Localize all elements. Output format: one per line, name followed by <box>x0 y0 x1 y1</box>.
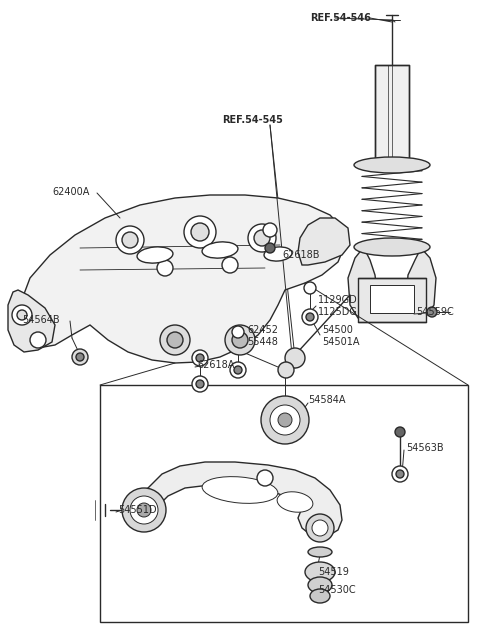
Polygon shape <box>406 248 436 322</box>
Circle shape <box>230 362 246 378</box>
Circle shape <box>72 349 88 365</box>
Circle shape <box>261 396 309 444</box>
Text: 54501A: 54501A <box>322 337 360 347</box>
Circle shape <box>427 307 437 317</box>
Polygon shape <box>375 65 409 165</box>
Text: 1125DG: 1125DG <box>318 307 358 317</box>
Text: 54500: 54500 <box>322 325 353 335</box>
Circle shape <box>122 232 138 248</box>
Ellipse shape <box>277 492 313 512</box>
Circle shape <box>130 496 158 524</box>
Text: 54530C: 54530C <box>318 585 356 595</box>
Polygon shape <box>8 290 55 352</box>
Text: 54519: 54519 <box>318 567 349 577</box>
Circle shape <box>278 413 292 427</box>
Circle shape <box>234 366 242 374</box>
Circle shape <box>225 325 255 355</box>
Circle shape <box>167 332 183 348</box>
Text: 62618A: 62618A <box>197 360 234 370</box>
Bar <box>100 385 468 622</box>
Circle shape <box>222 257 238 273</box>
Polygon shape <box>13 195 345 363</box>
Circle shape <box>17 310 27 320</box>
Circle shape <box>395 427 405 437</box>
Text: 62618B: 62618B <box>282 250 320 260</box>
Polygon shape <box>358 278 426 322</box>
Circle shape <box>192 376 208 392</box>
Circle shape <box>306 313 314 321</box>
Bar <box>370 285 414 313</box>
Text: 55448: 55448 <box>247 337 278 347</box>
Circle shape <box>232 326 244 338</box>
Circle shape <box>263 223 277 237</box>
Circle shape <box>265 243 275 253</box>
Circle shape <box>196 354 204 362</box>
Circle shape <box>137 503 151 517</box>
Ellipse shape <box>308 547 332 557</box>
Circle shape <box>306 514 334 542</box>
Text: 62400A: 62400A <box>52 187 89 197</box>
Text: 54559C: 54559C <box>416 307 454 317</box>
Circle shape <box>192 350 208 366</box>
Circle shape <box>285 348 305 368</box>
Ellipse shape <box>264 247 292 261</box>
Circle shape <box>30 332 46 348</box>
Text: REF.54-546: REF.54-546 <box>310 13 371 23</box>
Polygon shape <box>298 218 350 265</box>
Circle shape <box>396 470 404 478</box>
Ellipse shape <box>354 157 430 173</box>
Circle shape <box>304 282 316 294</box>
Ellipse shape <box>308 577 332 593</box>
Text: 54564B: 54564B <box>22 315 60 325</box>
Text: 54584A: 54584A <box>308 395 346 405</box>
Circle shape <box>157 260 173 276</box>
Ellipse shape <box>137 247 173 263</box>
Polygon shape <box>348 248 378 322</box>
Ellipse shape <box>202 242 238 258</box>
Text: 54563B: 54563B <box>406 443 444 453</box>
Circle shape <box>254 230 270 246</box>
Circle shape <box>312 520 328 536</box>
Circle shape <box>278 362 294 378</box>
Circle shape <box>257 470 273 486</box>
Circle shape <box>76 353 84 361</box>
Text: 1129GD: 1129GD <box>318 295 358 305</box>
Circle shape <box>191 223 209 241</box>
Circle shape <box>12 305 32 325</box>
Circle shape <box>392 466 408 482</box>
Ellipse shape <box>305 562 335 582</box>
Ellipse shape <box>354 238 430 256</box>
Polygon shape <box>140 462 342 536</box>
Circle shape <box>232 332 248 348</box>
Circle shape <box>248 224 276 252</box>
Circle shape <box>116 226 144 254</box>
Text: 54551D: 54551D <box>118 505 156 515</box>
Text: REF.54-545: REF.54-545 <box>222 115 283 125</box>
Ellipse shape <box>202 476 278 503</box>
Ellipse shape <box>310 589 330 603</box>
Circle shape <box>160 325 190 355</box>
Text: 62452: 62452 <box>247 325 278 335</box>
Circle shape <box>302 309 318 325</box>
Circle shape <box>184 216 216 248</box>
Circle shape <box>270 405 300 435</box>
Circle shape <box>122 488 166 532</box>
Circle shape <box>196 380 204 388</box>
